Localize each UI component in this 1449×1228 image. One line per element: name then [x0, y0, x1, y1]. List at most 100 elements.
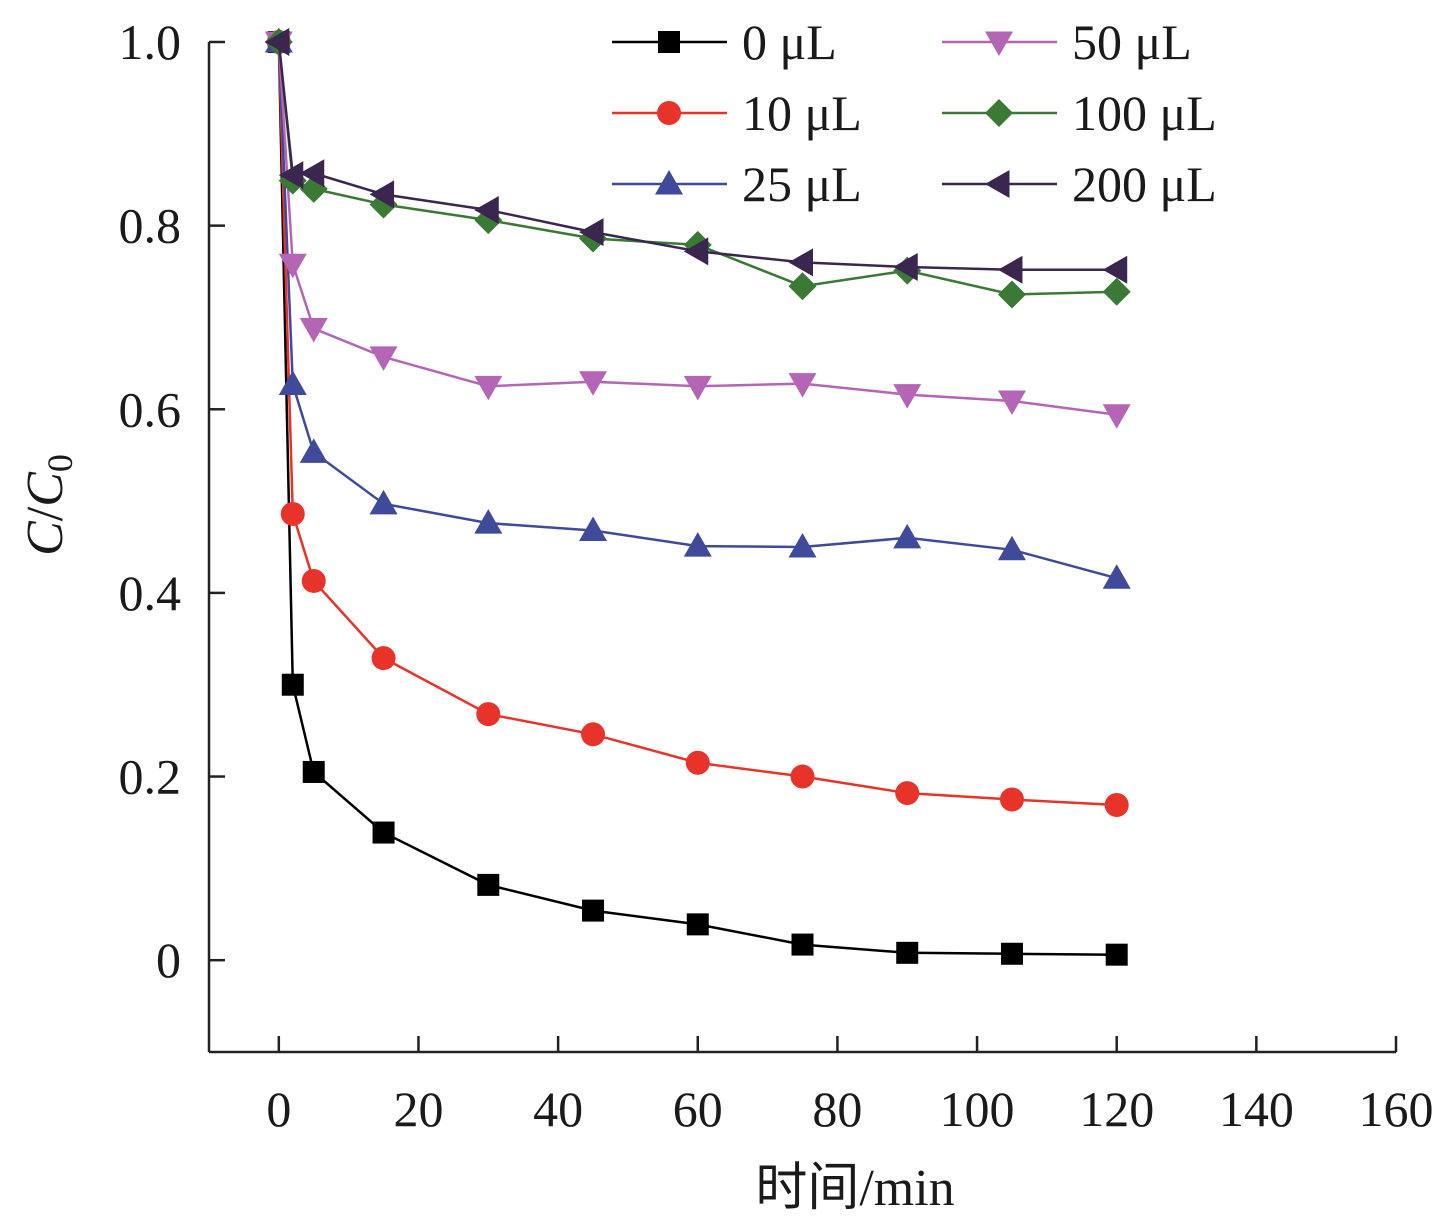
data-point [581, 722, 606, 747]
data-point [278, 253, 307, 279]
legend-marker [658, 31, 680, 53]
data-point [896, 941, 919, 964]
legend-label: 100 μL [1072, 85, 1217, 141]
data-point [278, 370, 307, 395]
y-axis-label-denominator: C [17, 471, 74, 507]
data-point [997, 390, 1026, 416]
data-point [997, 255, 1023, 284]
series-0 [267, 31, 1128, 966]
data-point [372, 821, 395, 844]
data-point [1102, 255, 1128, 284]
data-point [788, 373, 817, 398]
legend-marker [985, 99, 1013, 127]
y-tick-label: 0.6 [119, 381, 182, 437]
data-point [280, 501, 305, 526]
legend-label: 25 μL [742, 156, 862, 212]
data-point [278, 161, 304, 190]
series-line [277, 41, 1117, 956]
y-axis-label-sep: / [17, 506, 74, 521]
legend-label: 0 μL [742, 14, 837, 70]
y-tick-label: 1.0 [119, 14, 182, 70]
data-point [790, 764, 815, 789]
legend-item: 100 μL [942, 85, 1217, 141]
legend-item: 0 μL [612, 14, 837, 70]
data-point [264, 28, 290, 56]
series-5 [264, 28, 1128, 284]
legend-marker [985, 170, 1010, 198]
legend-marker [657, 101, 681, 125]
data-point [1105, 943, 1128, 966]
data-point [1102, 564, 1131, 589]
x-tick-label: 160 [1359, 1081, 1434, 1137]
legend-item: 50 μL [942, 14, 1192, 70]
x-tick-label: 100 [940, 1081, 1015, 1137]
data-point [476, 702, 501, 727]
series-2 [264, 28, 1131, 589]
x-tick-label: 0 [266, 1081, 291, 1137]
data-point [474, 375, 503, 401]
data-point [474, 509, 503, 534]
data-point [1104, 793, 1129, 818]
x-tick-label: 120 [1079, 1081, 1154, 1137]
data-point [1000, 942, 1023, 965]
x-tick-label: 140 [1219, 1081, 1294, 1137]
data-point [579, 516, 608, 541]
data-point [893, 523, 922, 549]
legend-item: 25 μL [612, 156, 862, 212]
legend-label: 10 μL [742, 85, 862, 141]
chart-axes: 0 20 40 60 80 100 120 140 160 0 0.2 0.4 0.6 0.8 1.0 [119, 14, 1434, 1137]
y-axis-label-main: C [17, 520, 74, 556]
data-point [788, 248, 813, 277]
data-point [893, 384, 922, 409]
data-point [997, 280, 1026, 309]
data-point [302, 760, 325, 783]
x-tick-label: 20 [393, 1081, 443, 1137]
y-tick-label: 0 [156, 932, 181, 988]
y-axis-label: C/C0 [17, 454, 80, 556]
data-point [299, 438, 328, 463]
data-point [683, 375, 712, 401]
data-point [683, 532, 712, 557]
legend-marker [985, 31, 1013, 56]
data-point [369, 180, 395, 209]
data-point [791, 933, 814, 956]
data-point [369, 489, 398, 515]
data-point [1102, 404, 1131, 429]
data-point [788, 272, 817, 301]
legend-marker [655, 170, 683, 195]
data-point [477, 873, 500, 896]
x-tick-label: 60 [673, 1081, 723, 1137]
series-line [277, 41, 1117, 417]
series-line [277, 41, 1118, 580]
series-1 [266, 30, 1129, 818]
chart-legend: 0 μL 10 μL 25 μL 50 μL 100 μL 200 μL [612, 14, 1217, 212]
x-axis-label: 时间/min [755, 1160, 954, 1217]
y-tick-label: 0.2 [119, 749, 182, 805]
y-tick-label: 0.4 [119, 565, 182, 621]
data-point [999, 787, 1024, 812]
data-point [299, 159, 325, 188]
series-line [277, 41, 1117, 807]
legend-item: 10 μL [612, 85, 862, 141]
data-point [582, 899, 605, 922]
x-tick-label: 80 [812, 1081, 862, 1137]
data-point [579, 218, 604, 247]
legend-label: 50 μL [1072, 14, 1192, 70]
data-point [369, 346, 398, 371]
data-point [893, 252, 918, 281]
data-point [895, 781, 920, 806]
y-axis-label-subscript: 0 [40, 454, 80, 472]
data-point [299, 317, 328, 343]
data-point [301, 568, 326, 593]
y-tick-label: 0.8 [119, 198, 182, 254]
legend-label: 200 μL [1072, 156, 1217, 212]
chart-series [264, 28, 1131, 966]
data-point [685, 750, 710, 775]
data-point [474, 196, 499, 225]
data-point [686, 913, 709, 936]
x-tick-label: 40 [533, 1081, 583, 1137]
data-point [1102, 277, 1131, 306]
data-point [683, 237, 709, 266]
data-point [579, 371, 608, 396]
